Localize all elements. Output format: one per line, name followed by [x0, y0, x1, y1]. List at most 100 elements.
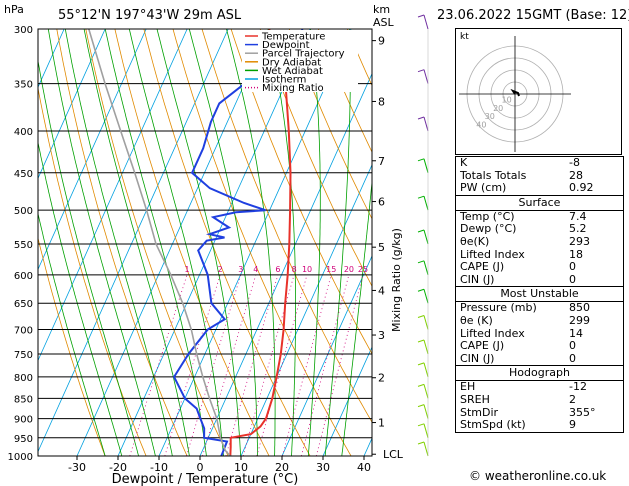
- mixing-ratio-line: [225, 274, 279, 456]
- credit-text: © weatheronline.co.uk: [469, 469, 607, 483]
- dewpoint-curve: [172, 29, 307, 456]
- wind-barb-feather: [417, 383, 425, 387]
- wind-barb-feather: [417, 69, 425, 73]
- mixing-ratio-label: 15: [326, 265, 336, 274]
- pw-row: PW (cm) 0.92: [460, 181, 594, 195]
- wind-barb: [423, 362, 429, 377]
- mixing-ratio-line: [242, 274, 295, 456]
- surface-row: θe(K) 293: [456, 234, 623, 249]
- mixing-ratio-line: [301, 274, 350, 456]
- row-label: CAPE (J): [460, 339, 505, 353]
- pressure-tick-label: 750: [14, 350, 33, 361]
- altitude-axis: 9 8 7 6 5 4 3 2 1 LCL: [372, 35, 404, 461]
- row-label: Dewp (°C): [460, 222, 517, 236]
- pressure-tick-label: 550: [14, 240, 33, 251]
- wet-adiabat-line: [104, 29, 207, 456]
- temp-tick-label: -10: [150, 461, 168, 474]
- wind-barb-feather: [417, 441, 425, 445]
- hodograph-ring-label: 40: [476, 121, 486, 130]
- row-value: 299: [569, 313, 590, 327]
- background-lines: [38, 29, 372, 456]
- wind-barb-feather: [417, 339, 425, 343]
- dry-adiabat-line: [230, 29, 372, 355]
- row-value: 18: [569, 247, 583, 261]
- dry-adiabat-line: [56, 29, 188, 456]
- wind-barb: [423, 116, 429, 132]
- hodograph-title: Hodograph: [456, 366, 623, 382]
- pressure-tick-label: 500: [14, 206, 33, 217]
- row-label: SREH: [460, 392, 490, 406]
- row-label: CIN (J): [460, 351, 495, 365]
- pressure-tick-label: 450: [14, 169, 33, 180]
- row-label: CIN (J): [460, 272, 495, 286]
- row-label: Temp (°C): [460, 209, 515, 223]
- legend-entry: Parcel Trajectory: [262, 49, 345, 60]
- wet-adiabat-line: [38, 140, 123, 456]
- row-label: θe(K): [460, 234, 490, 248]
- km-tick-label: 4: [378, 284, 385, 297]
- most-unstable-row: θe (K) 299: [456, 313, 623, 328]
- mixing-ratio-label: 10: [302, 265, 312, 274]
- surface-title: Surface: [456, 196, 623, 211]
- isotherm-line: [38, 29, 147, 271]
- row-value: 293: [569, 234, 590, 248]
- km-tick-label: 2: [378, 372, 385, 385]
- dry-adiabat-line: [114, 29, 270, 456]
- wet-adiabat-line: [38, 211, 106, 456]
- legend-entry: Dry Adiabat: [262, 57, 321, 68]
- row-value: 0: [569, 260, 576, 274]
- surface-row: CIN (J) 0: [456, 272, 623, 287]
- isotherm-line: [322, 346, 372, 456]
- most-unstable-row: CIN (J) 0: [456, 351, 623, 366]
- pressure-tick-label: 1000: [8, 452, 33, 463]
- most-unstable-title: Most Unstable: [456, 287, 623, 303]
- surface-section: Surface Temp (°C) 7.4 Dewp (°C) 5.2 θe(K) 293…: [456, 194, 623, 287]
- mixing-ratio-label: 1: [184, 265, 189, 274]
- pressure-tick-label: 600: [14, 271, 33, 282]
- wind-barb-feather: [417, 260, 425, 264]
- location-title: 55°12'N 197°43'W 29m ASL: [58, 8, 242, 23]
- wind-barb: [423, 404, 429, 419]
- wet-adiabat-line: [156, 29, 242, 456]
- wind-barb: [423, 14, 429, 30]
- wind-barb-feather: [417, 315, 425, 318]
- mixing-ratio-label: 20: [344, 265, 354, 274]
- wet-adiabat-line: [38, 58, 140, 456]
- pressure-tick-label: 800: [14, 373, 33, 384]
- indices-table: K -8 Totals Totals 28 PW (cm) 0.92 Surface …: [455, 156, 624, 433]
- row-value: 9: [569, 418, 576, 432]
- surface-row: Lifted Index 18: [456, 247, 623, 262]
- row-value: 0: [569, 272, 576, 286]
- isotherm-line: [38, 29, 106, 180]
- wind-barb: [423, 196, 429, 211]
- temp-tick-label: 40: [357, 461, 371, 474]
- temperature-axis: -30 -20 -10 0 10 20 30 40: [68, 456, 371, 474]
- dry-adiabat-line: [288, 29, 372, 220]
- x-axis-label: Dewpoint / Temperature (°C): [112, 472, 299, 486]
- isotherm-line: [281, 255, 372, 456]
- wind-barb-feather: [417, 158, 425, 162]
- pressure-tick-label: 950: [14, 434, 33, 445]
- surface-row: CAPE (J) 0: [456, 261, 623, 274]
- isotherm-line: [240, 163, 372, 456]
- km-tick-label: 9: [378, 35, 385, 48]
- hodograph-row: SREH 2: [456, 392, 623, 407]
- most-unstable-row: Pressure (mb) 850: [456, 302, 623, 315]
- mixing-ratio-line: [186, 274, 242, 456]
- km-tick-label: 3: [378, 329, 385, 342]
- legend-box: [242, 30, 358, 92]
- dry-adiabat-line: [85, 29, 229, 456]
- km-tick-label: 6: [378, 196, 385, 209]
- isotherm-line: [158, 29, 352, 456]
- mixing-ratio-label: 4: [253, 265, 258, 274]
- row-value: 0: [569, 339, 576, 353]
- temp-tick-label: 20: [275, 461, 289, 474]
- wet-adiabat-line: [47, 29, 156, 456]
- temperature-curve: [229, 29, 292, 456]
- surface-row: Dewp (°C) 5.2: [456, 223, 623, 236]
- dry-adiabat-line: [317, 29, 372, 154]
- wind-barb: [423, 339, 429, 355]
